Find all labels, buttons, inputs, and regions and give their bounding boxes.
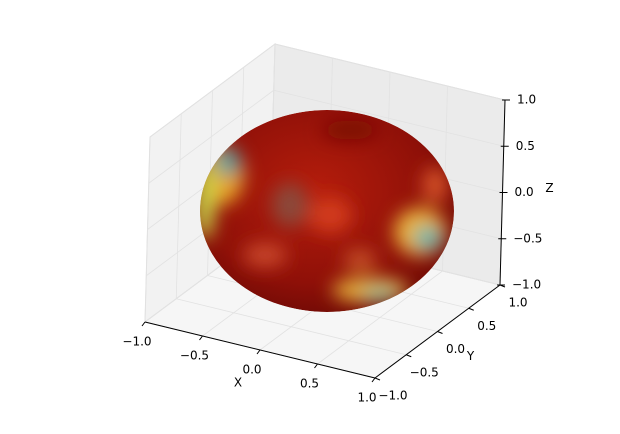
- y-axis-label: Y: [466, 349, 475, 363]
- y-tick: [437, 331, 443, 334]
- grid-line: [273, 89, 504, 147]
- x-tick-label: 0.0: [242, 363, 261, 377]
- axes-ticks: [141, 99, 510, 383]
- y-tick: [406, 354, 412, 358]
- y-tick-label: −1.0: [378, 389, 407, 403]
- x-axis-label: X: [234, 376, 242, 390]
- z-tick-label: 1.0: [517, 93, 536, 107]
- x-tick-label: 0.5: [300, 377, 319, 391]
- y-tick: [374, 377, 381, 381]
- y-axis-line: [374, 284, 501, 379]
- sphere-surface: [200, 110, 454, 312]
- x-tick-label: −0.5: [180, 349, 209, 363]
- y-tick-label: 0.0: [446, 342, 465, 356]
- y-tick: [468, 307, 474, 311]
- y-tick-label: 1.0: [508, 296, 527, 310]
- x-tick-label: −1.0: [122, 335, 151, 349]
- grid-line: [148, 89, 274, 184]
- x-tick: [256, 349, 261, 355]
- z-axis-label: Z: [545, 181, 553, 195]
- z-tick-label: −1.0: [512, 278, 541, 292]
- grid-line: [176, 298, 407, 356]
- y-tick-label: 0.5: [477, 319, 496, 333]
- x-tick-label: 1.0: [357, 391, 376, 405]
- grid-line: [149, 43, 276, 138]
- y-tick-label: −0.5: [410, 365, 439, 379]
- x-axis-line: [144, 321, 376, 379]
- z-tick-label: 0.0: [515, 185, 534, 199]
- grid-line: [274, 43, 506, 101]
- x-tick: [371, 377, 376, 383]
- x-tick: [141, 321, 146, 327]
- z-tick-label: −0.5: [513, 231, 542, 245]
- x-tick: [314, 363, 318, 369]
- z-axis-line: [499, 99, 506, 286]
- axes-labels: −1.0−0.50.00.51.0 −1.0−0.50.00.51.0−1.0−0…: [122, 93, 553, 405]
- z-tick-label: 0.5: [516, 139, 535, 153]
- x-tick: [199, 335, 203, 341]
